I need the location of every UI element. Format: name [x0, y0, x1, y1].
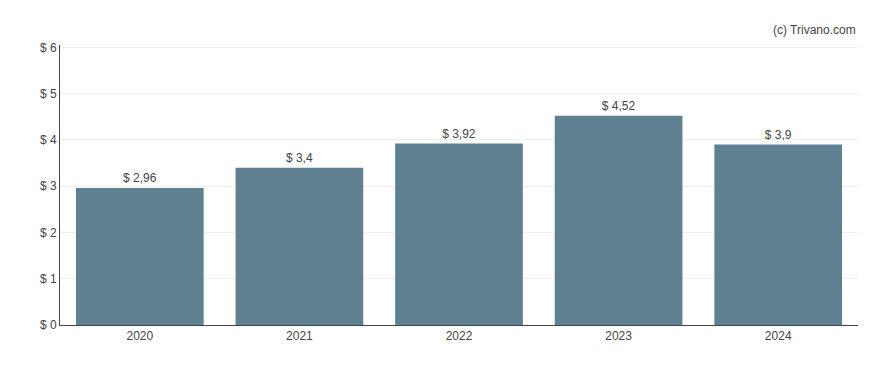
svg-text:(c) Trivano.com: (c) Trivano.com — [773, 23, 856, 37]
svg-text:$ 1: $ 1 — [40, 272, 57, 286]
svg-text:$ 3,9: $ 3,9 — [765, 128, 792, 142]
svg-text:$ 4,52: $ 4,52 — [602, 99, 636, 113]
svg-text:$ 2: $ 2 — [40, 226, 57, 240]
svg-text:$ 3,4: $ 3,4 — [286, 151, 313, 165]
svg-text:2021: 2021 — [286, 329, 313, 343]
svg-text:2023: 2023 — [605, 329, 632, 343]
svg-text:2020: 2020 — [126, 329, 153, 343]
svg-text:$ 2,96: $ 2,96 — [123, 171, 157, 185]
svg-text:$ 3,92: $ 3,92 — [442, 127, 476, 141]
svg-text:$ 0: $ 0 — [40, 318, 57, 332]
svg-text:2024: 2024 — [765, 329, 792, 343]
svg-text:$ 6: $ 6 — [40, 41, 57, 55]
svg-text:2022: 2022 — [446, 329, 473, 343]
svg-text:$ 4: $ 4 — [40, 133, 57, 147]
svg-text:$ 5: $ 5 — [40, 87, 57, 101]
svg-text:$ 3: $ 3 — [40, 179, 57, 193]
